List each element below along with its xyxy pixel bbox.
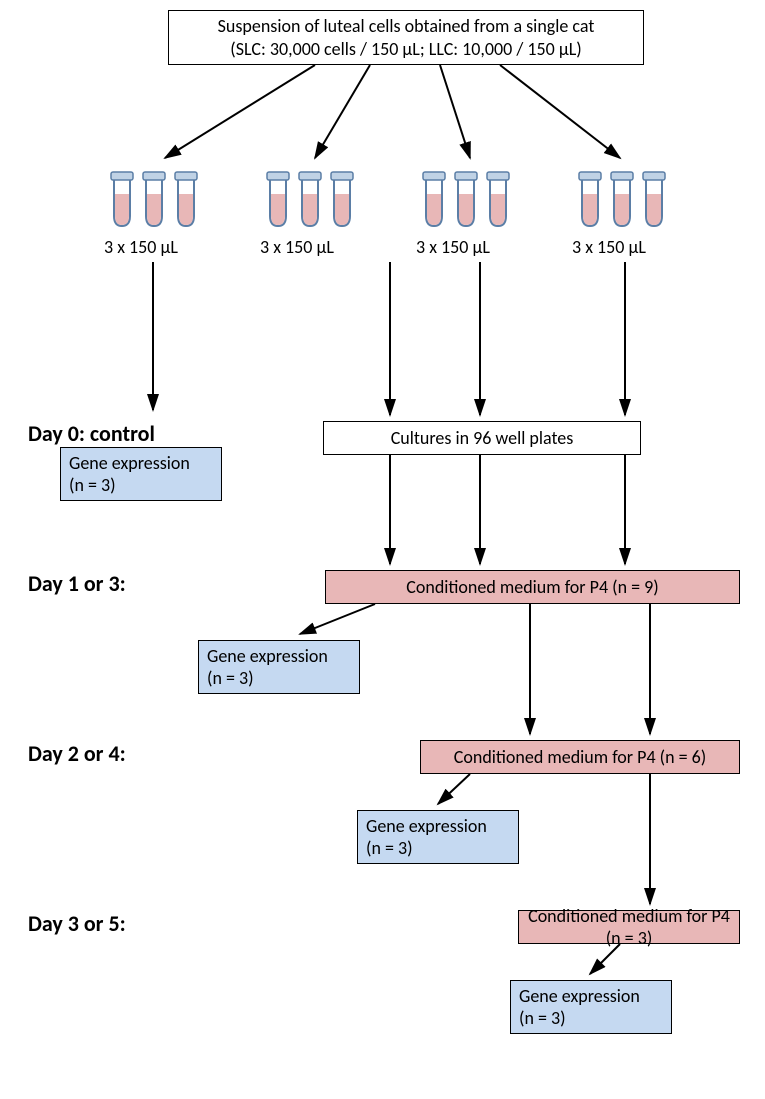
tube-icon — [576, 170, 604, 230]
p4-6-label: Conditioned medium for P4 (n = 6) — [454, 746, 706, 768]
p4-3-label: Conditioned medium for P4 (n = 3) — [527, 905, 731, 949]
tube-label-1: 3 x 150 µL — [104, 236, 178, 258]
gene-line2: (n = 3) — [519, 1007, 566, 1029]
tube-label-2: 3 x 150 µL — [260, 236, 334, 258]
gene-line1: Gene expression — [69, 452, 190, 474]
day-3-label: Day 3 or 5: — [28, 910, 126, 937]
top-suspension-box: Suspension of luteal cells obtained from… — [168, 10, 644, 65]
top-line1: Suspension of luteal cells obtained from… — [218, 15, 595, 38]
gene-line2: (n = 3) — [366, 837, 413, 859]
p4-6-box: Conditioned medium for P4 (n = 6) — [420, 740, 740, 774]
day-0-label: Day 0: control — [28, 420, 155, 447]
tube-icon — [172, 170, 200, 230]
tube-icon — [608, 170, 636, 230]
day-2-label: Day 2 or 4: — [28, 740, 126, 767]
p4-9-box: Conditioned medium for P4 (n = 9) — [325, 570, 740, 604]
tube-group-3 — [420, 170, 512, 230]
cultures-label: Cultures in 96 well plates — [391, 427, 574, 449]
tube-group-2 — [264, 170, 356, 230]
tube-label-4: 3 x 150 µL — [572, 236, 646, 258]
gene-line1: Gene expression — [207, 645, 328, 667]
tube-icon — [420, 170, 448, 230]
tube-label-3: 3 x 150 µL — [416, 236, 490, 258]
tube-icon — [140, 170, 168, 230]
top-line2: (SLC: 30,000 cells / 150 µL; LLC: 10,000… — [230, 38, 582, 61]
gene-expr-2: Gene expression (n = 3) — [357, 810, 519, 864]
p4-3-box: Conditioned medium for P4 (n = 3) — [518, 910, 740, 944]
tube-icon — [452, 170, 480, 230]
p4-9-label: Conditioned medium for P4 (n = 9) — [406, 576, 658, 598]
tube-icon — [264, 170, 292, 230]
gene-expr-0: Gene expression (n = 3) — [60, 447, 222, 501]
diagram-root: Suspension of luteal cells obtained from… — [0, 0, 765, 1099]
tube-icon — [484, 170, 512, 230]
tube-group-1 — [108, 170, 200, 230]
tube-icon — [108, 170, 136, 230]
tube-icon — [296, 170, 324, 230]
day-1-label: Day 1 or 3: — [28, 570, 126, 597]
tube-group-4 — [576, 170, 668, 230]
gene-expr-3: Gene expression (n = 3) — [510, 980, 672, 1034]
cultures-box: Cultures in 96 well plates — [323, 421, 641, 455]
gene-line2: (n = 3) — [69, 474, 116, 496]
tube-icon — [328, 170, 356, 230]
gene-line1: Gene expression — [519, 985, 640, 1007]
gene-line1: Gene expression — [366, 815, 487, 837]
gene-line2: (n = 3) — [207, 667, 254, 689]
tube-icon — [640, 170, 668, 230]
gene-expr-1: Gene expression (n = 3) — [198, 640, 360, 694]
